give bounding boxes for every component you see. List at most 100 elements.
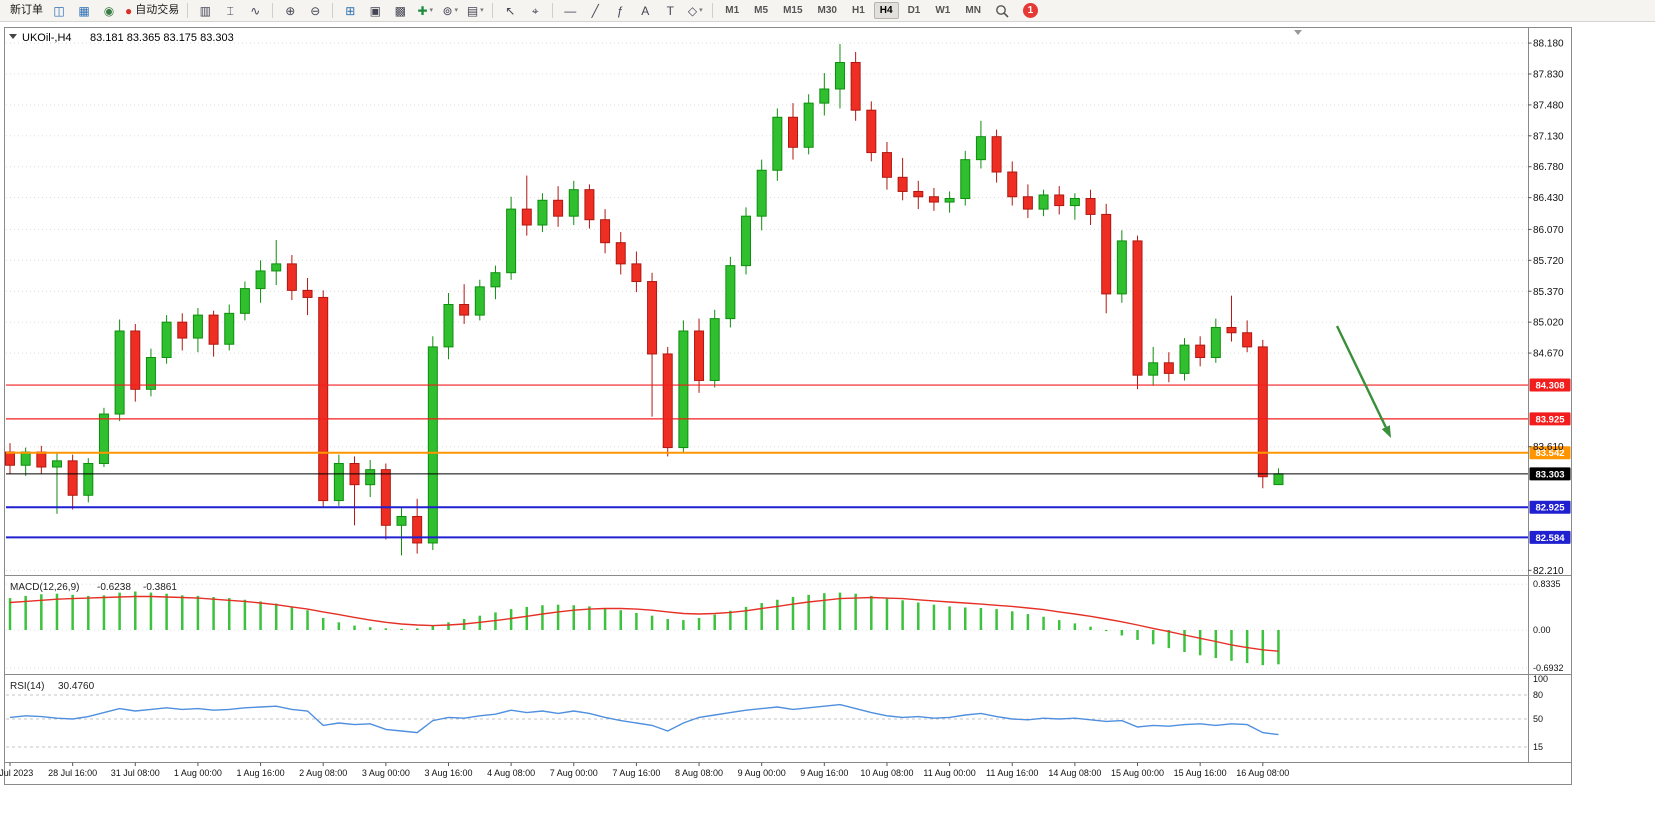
shapes-icon-glyph: ◇: [687, 3, 698, 18]
tile-windows-icon[interactable]: ⊞: [338, 1, 362, 21]
zoom-in-icon[interactable]: ⊕: [278, 1, 302, 21]
svg-text:7 Aug 16:00: 7 Aug 16:00: [612, 768, 660, 778]
svg-text:9 Aug 16:00: 9 Aug 16:00: [800, 768, 848, 778]
svg-text:28 Jul 2023: 28 Jul 2023: [0, 768, 33, 778]
market-watch-icon-glyph: ◉: [103, 3, 115, 18]
market-watch-icon[interactable]: ◉: [97, 1, 121, 21]
notification-badge[interactable]: 1: [1022, 3, 1038, 18]
indicators-add-icon[interactable]: ✚ ▾: [413, 1, 437, 21]
candlestick-chart-icon[interactable]: ⌶: [218, 1, 242, 21]
svg-text:86.780: 86.780: [1533, 162, 1564, 173]
line-chart-icon[interactable]: ∿: [243, 1, 267, 21]
profiles-icon[interactable]: ▦: [72, 1, 96, 21]
timeframe-button-m5[interactable]: M5: [754, 5, 769, 16]
bar-chart-icon[interactable]: ▥: [193, 1, 217, 21]
line-chart-icon-glyph: ∿: [250, 3, 261, 18]
timeframe-button-mn[interactable]: MN: [965, 5, 981, 16]
macd-pane: 0.8335 0.00 -0.6932: [6, 579, 1564, 673]
svg-text:11 Aug 00:00: 11 Aug 00:00: [923, 768, 975, 778]
timeframe-button-h4[interactable]: H4: [873, 2, 899, 19]
price-axis: 88.180 87.830 87.480 87.130 86.780 86.430 86.0…: [1528, 39, 1564, 577]
svg-text:86.430: 86.430: [1533, 193, 1564, 204]
charts-window-icon-glyph: ◫: [53, 3, 65, 18]
svg-text:7 Aug 00:00: 7 Aug 00:00: [550, 768, 598, 778]
collapse-triangle-icon[interactable]: [9, 34, 17, 39]
svg-text:85.020: 85.020: [1533, 318, 1564, 329]
auto-arrange-icon[interactable]: ▣: [363, 1, 387, 21]
timeframe-button-h1[interactable]: H1: [851, 5, 865, 16]
periods-icon-glyph: ⊚: [442, 3, 453, 18]
crosshair-icon-glyph: ⌖: [531, 3, 539, 18]
svg-text:11 Aug 16:00: 11 Aug 16:00: [986, 768, 1038, 778]
grid-icon-glyph: ▩: [394, 3, 406, 18]
svg-text:85.720: 85.720: [1533, 256, 1564, 267]
toolbar-separator: [712, 3, 714, 18]
auto-trading-glyph: ●: [125, 3, 133, 18]
charts-window-icon[interactable]: ◫: [47, 1, 71, 21]
templates-icon[interactable]: ▤ ▾: [463, 1, 487, 21]
horizontal-line-icon[interactable]: —: [558, 1, 582, 21]
svg-text:14 Aug 08:00: 14 Aug 08:00: [1048, 768, 1101, 778]
grid-icon[interactable]: ▩: [388, 1, 412, 21]
svg-text:100: 100: [1533, 674, 1548, 684]
trend-arrow-annotation[interactable]: [1335, 325, 1391, 438]
crosshair-icon[interactable]: ⌖: [523, 1, 547, 21]
svg-text:87.130: 87.130: [1533, 131, 1564, 142]
text-label-icon-glyph: T: [666, 3, 674, 18]
svg-text:-0.6932: -0.6932: [1533, 663, 1564, 673]
dropdown-caret-icon: ▾: [699, 7, 703, 14]
auto-arrange-icon-glyph: ▣: [369, 3, 381, 18]
timeframe-button-d1[interactable]: D1: [907, 5, 921, 16]
svg-text:84.670: 84.670: [1533, 349, 1564, 360]
svg-text:0.00: 0.00: [1533, 625, 1551, 635]
svg-text:84.308: 84.308: [1535, 381, 1564, 392]
macd-signal-value: -0.3861: [143, 582, 177, 593]
svg-text:28 Jul 16:00: 28 Jul 16:00: [48, 768, 97, 778]
svg-text:82.210: 82.210: [1533, 566, 1564, 577]
svg-text:4 Aug 08:00: 4 Aug 08:00: [487, 768, 535, 778]
svg-text:0.8335: 0.8335: [1533, 579, 1561, 589]
price-grid: [6, 42, 1528, 571]
new-order-button[interactable]: 新订单: [4, 1, 46, 21]
rsi-value: 30.4760: [58, 681, 95, 692]
shapes-icon[interactable]: ◇ ▾: [683, 1, 707, 21]
text-icon[interactable]: A: [633, 1, 657, 21]
svg-text:85.370: 85.370: [1533, 287, 1564, 298]
search-icon[interactable]: [990, 1, 1014, 21]
macd-indicator-label: MACD(12,26,9): [10, 582, 79, 593]
periods-icon[interactable]: ⊚ ▾: [438, 1, 462, 21]
svg-text:3 Aug 00:00: 3 Aug 00:00: [362, 768, 410, 778]
fibonacci-icon[interactable]: ƒ: [608, 1, 632, 21]
horizontal-line-icon-glyph: —: [564, 3, 577, 18]
svg-text:82.925: 82.925: [1535, 503, 1565, 514]
svg-text:83.542: 83.542: [1535, 448, 1564, 459]
rsi-pane: 100 80 50 15: [6, 674, 1548, 752]
auto-trading-button[interactable]: ● 自动交易: [122, 1, 182, 21]
svg-text:80: 80: [1533, 690, 1543, 700]
price-level-lines[interactable]: 84.308 83.925 83.542 83.303 82.925 82.584: [6, 378, 1571, 544]
toolbar-items: 新订单 ◫ ▦ ◉ ● 自动交易 ▥ ⌶ ∿ ⊕ ⊖ ⊞ ▣ ▩ ✚ ▾ ⊚ ▾ ▤ ▾ ↖ ⌖ — ╱ ƒ A T ◇ ▾ M1 M5 M1…: [4, 1, 989, 21]
trendline-icon[interactable]: ╱: [583, 1, 607, 21]
svg-text:87.480: 87.480: [1533, 100, 1564, 111]
svg-text:3 Aug 16:00: 3 Aug 16:00: [424, 768, 472, 778]
timeframe-button-m15[interactable]: M15: [783, 5, 803, 16]
timeframe-button-m1[interactable]: M1: [725, 5, 740, 16]
candlesticks: [5, 43, 1284, 556]
trendline-icon-glyph: ╱: [591, 3, 599, 18]
chart-shift-marker[interactable]: [1294, 30, 1302, 35]
zoom-out-icon[interactable]: ⊖: [303, 1, 327, 21]
timeframe-button-m30[interactable]: M30: [817, 5, 837, 16]
chart-ohlc-values: 83.181 83.365 83.175 83.303: [90, 32, 234, 44]
cursor-icon[interactable]: ↖: [498, 1, 522, 21]
text-label-icon[interactable]: T: [658, 1, 682, 21]
zoom-out-icon-glyph: ⊖: [310, 3, 321, 18]
svg-text:82.584: 82.584: [1535, 533, 1565, 544]
chart-symbol-title: UKOil-,H4: [22, 32, 72, 44]
new-order-button-label: 新订单: [10, 4, 43, 16]
svg-text:88.180: 88.180: [1533, 39, 1564, 50]
svg-text:15 Aug 00:00: 15 Aug 00:00: [1111, 768, 1164, 778]
svg-text:16 Aug 08:00: 16 Aug 08:00: [1236, 768, 1289, 778]
timeframe-button-w1[interactable]: W1: [935, 5, 951, 16]
magnifier-glyph: [996, 4, 1009, 18]
